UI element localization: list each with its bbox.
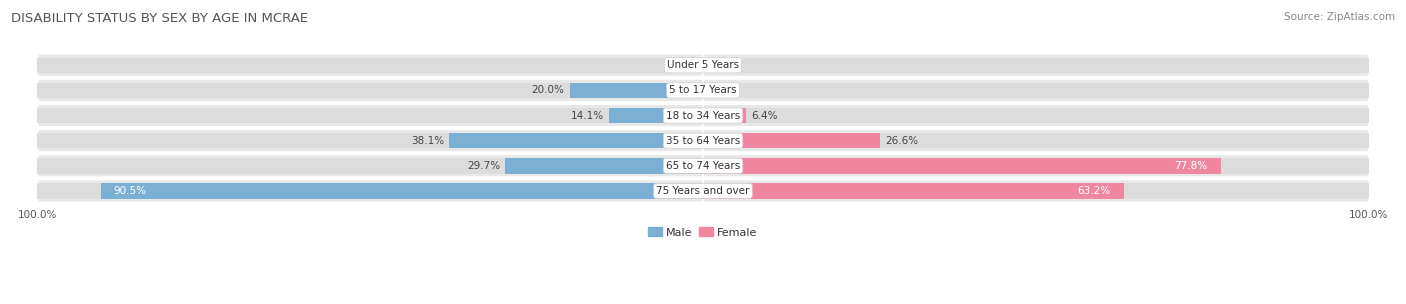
FancyBboxPatch shape [38, 129, 1368, 152]
Text: 29.7%: 29.7% [467, 161, 501, 171]
Text: 0.0%: 0.0% [709, 60, 734, 70]
Bar [38, 57, 703, 73]
Bar [101, 183, 703, 199]
FancyBboxPatch shape [38, 154, 1368, 177]
Text: 26.6%: 26.6% [886, 136, 918, 146]
Bar [38, 83, 703, 98]
Bar [703, 133, 880, 148]
Text: 5 to 17 Years: 5 to 17 Years [669, 85, 737, 95]
Text: 0.0%: 0.0% [709, 85, 734, 95]
FancyBboxPatch shape [38, 179, 1368, 202]
Bar [38, 158, 703, 174]
Bar [703, 133, 1368, 148]
FancyBboxPatch shape [38, 104, 1368, 127]
Bar [703, 108, 745, 123]
Bar [703, 108, 1368, 123]
Legend: Male, Female: Male, Female [644, 223, 762, 242]
Bar [703, 183, 1368, 199]
FancyBboxPatch shape [38, 79, 1368, 102]
Bar [38, 108, 703, 123]
Bar [569, 83, 703, 98]
Bar [703, 158, 1220, 174]
FancyBboxPatch shape [38, 54, 1368, 77]
Text: 0.0%: 0.0% [672, 60, 697, 70]
Text: Under 5 Years: Under 5 Years [666, 60, 740, 70]
Text: 65 to 74 Years: 65 to 74 Years [666, 161, 740, 171]
Text: 14.1%: 14.1% [571, 111, 603, 120]
Text: 75 Years and over: 75 Years and over [657, 186, 749, 196]
Text: 63.2%: 63.2% [1077, 186, 1111, 196]
Text: 38.1%: 38.1% [411, 136, 444, 146]
Bar [38, 183, 703, 199]
Bar [505, 158, 703, 174]
Bar [609, 108, 703, 123]
Text: 90.5%: 90.5% [114, 186, 146, 196]
Bar [703, 158, 1368, 174]
Text: 77.8%: 77.8% [1174, 161, 1208, 171]
Bar [703, 57, 1368, 73]
Bar [703, 183, 1123, 199]
Text: DISABILITY STATUS BY SEX BY AGE IN MCRAE: DISABILITY STATUS BY SEX BY AGE IN MCRAE [11, 12, 308, 25]
Text: 35 to 64 Years: 35 to 64 Years [666, 136, 740, 146]
Bar [450, 133, 703, 148]
Text: Source: ZipAtlas.com: Source: ZipAtlas.com [1284, 12, 1395, 22]
Text: 20.0%: 20.0% [531, 85, 565, 95]
Bar [38, 133, 703, 148]
Bar [703, 83, 1368, 98]
Text: 6.4%: 6.4% [751, 111, 778, 120]
Text: 18 to 34 Years: 18 to 34 Years [666, 111, 740, 120]
